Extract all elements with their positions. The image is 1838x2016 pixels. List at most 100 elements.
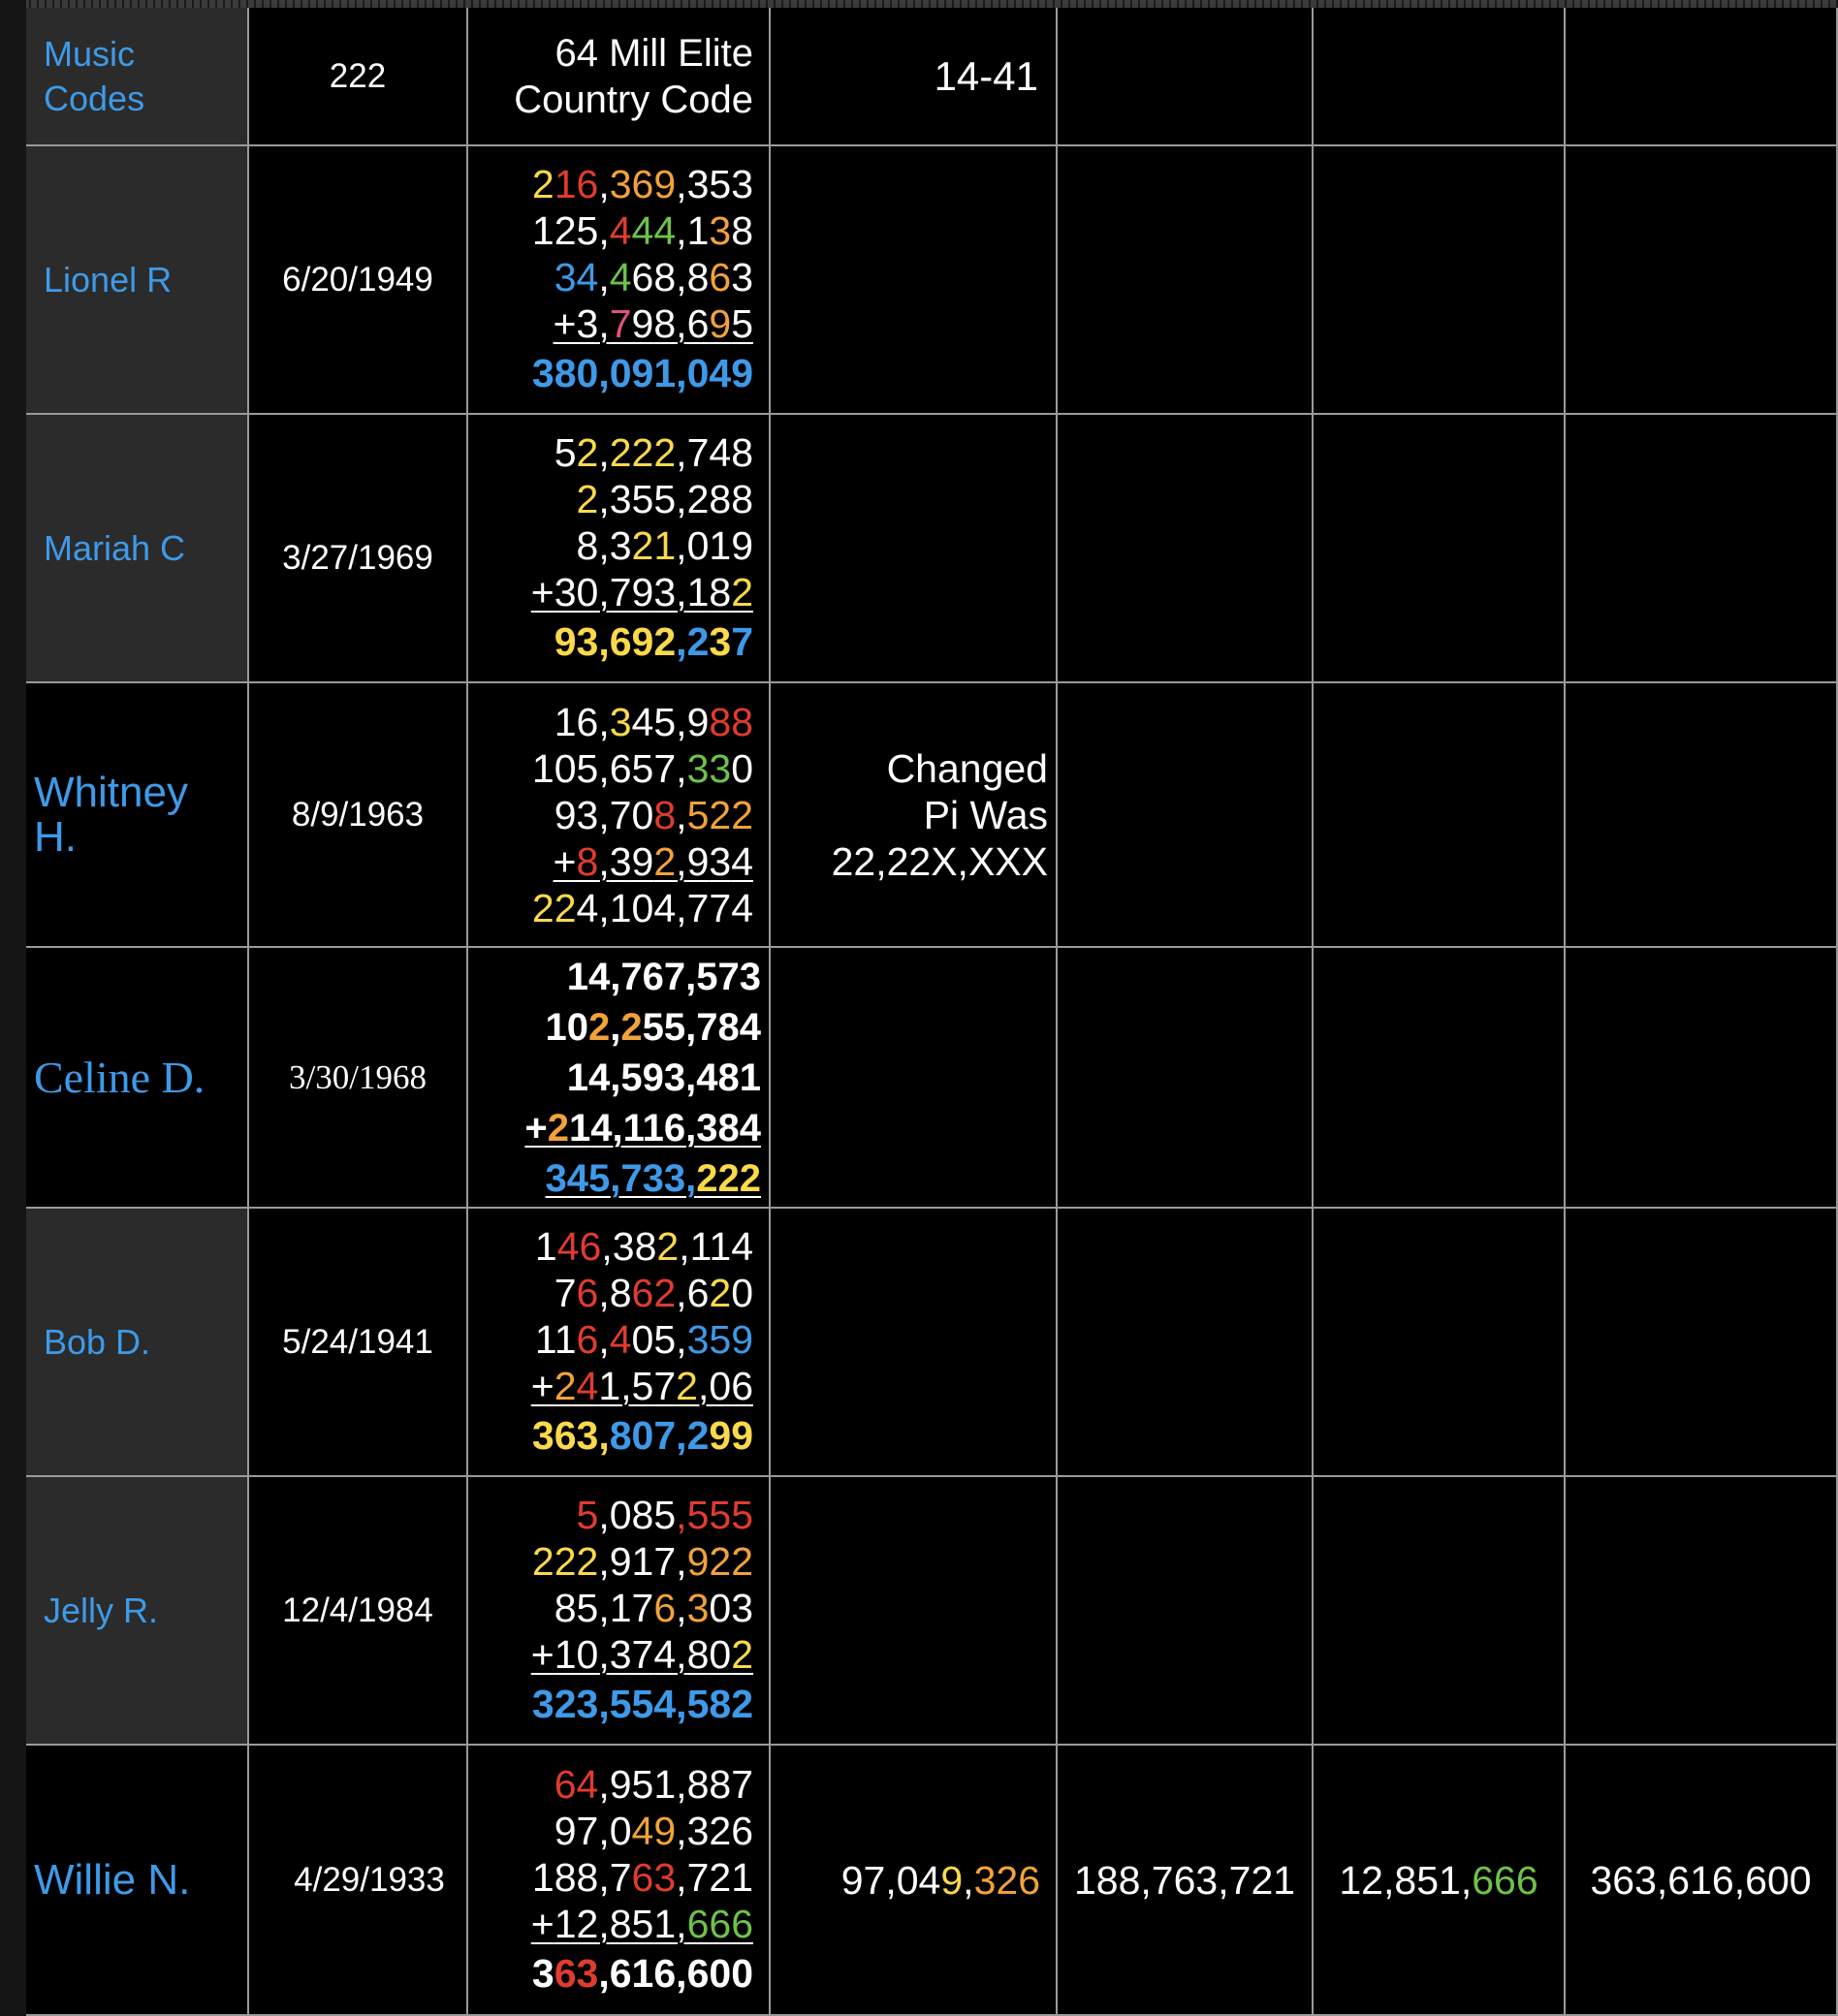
empty-cell bbox=[1314, 948, 1566, 1209]
extra-number-cell: 97,049,326 bbox=[771, 1746, 1058, 2016]
header-code: 14-41 bbox=[934, 52, 1038, 99]
top-edge-strip bbox=[0, 0, 1838, 8]
number-line: 64,951,887 bbox=[554, 1761, 753, 1807]
empty-cell bbox=[1566, 146, 1838, 415]
empty-cell bbox=[1314, 1477, 1566, 1746]
header-label-cell: Music Codes bbox=[26, 8, 249, 146]
extra-number-cell: 12,851,666 bbox=[1314, 1746, 1566, 2016]
number-line: 85,176,303 bbox=[554, 1585, 753, 1630]
number-line: +10,374,802 bbox=[530, 1631, 753, 1677]
empty-cell bbox=[771, 1209, 1058, 1477]
empty-cell bbox=[1566, 948, 1838, 1209]
artist-name: Bob D. bbox=[44, 1321, 151, 1362]
number-line: 93,692,237 bbox=[554, 618, 753, 664]
number-lines: 5,085,555 222,917,922 85,176,303 +10,374,80… bbox=[531, 1492, 753, 1730]
music-codes-table: Music Codes 222 64 Mill Elite Country Co… bbox=[26, 8, 1838, 2016]
empty-cell bbox=[1058, 415, 1314, 683]
date-cell: 3/27/1969 bbox=[249, 415, 468, 683]
number-line: 97,049,326 bbox=[554, 1808, 753, 1853]
name-cell: Mariah C bbox=[26, 415, 249, 683]
number-line: 14,593,481 bbox=[566, 1055, 761, 1099]
number-line: 363,616,600 bbox=[1590, 1857, 1812, 1903]
number-line: 363,807,299 bbox=[531, 1412, 753, 1458]
number-line: 14,767,573 bbox=[566, 955, 761, 998]
number-line: +8,392,934 bbox=[553, 838, 753, 884]
empty-cell bbox=[771, 146, 1058, 415]
number-line: 146,382,114 bbox=[534, 1223, 753, 1269]
birth-date: 5/24/1941 bbox=[282, 1322, 433, 1361]
empty-cell bbox=[771, 1477, 1058, 1746]
name-cell: Celine D. bbox=[26, 948, 249, 1209]
empty-cell bbox=[1314, 146, 1566, 415]
numbers-cell: 14,767,573 102,255,784 14,593,481 +214,116,… bbox=[468, 948, 771, 1209]
numbers-cell: 216,369,353 125,444,138 34,468,863 +3,798,6… bbox=[468, 146, 771, 415]
number-lines: 216,369,353 125,444,138 34,468,863 +3,798,6… bbox=[532, 161, 753, 399]
empty-cell bbox=[1566, 415, 1838, 683]
number-line: 216,369,353 bbox=[531, 161, 753, 206]
number-line: +214,116,384 bbox=[524, 1106, 761, 1150]
number-line: 188,763,721 bbox=[1073, 1857, 1296, 1903]
numbers-cell: 146,382,114 76,862,620 116,405,359 +241,572… bbox=[468, 1209, 771, 1477]
empty-cell bbox=[1314, 415, 1566, 683]
number-line: +3,798,695 bbox=[553, 300, 753, 346]
name-cell: Jelly R. bbox=[26, 1477, 249, 1746]
number-line: 8,321,019 bbox=[576, 522, 754, 568]
header-label: Music Codes bbox=[44, 33, 145, 118]
header-title: 64 Mill Elite Country Code bbox=[514, 31, 753, 121]
empty-cell bbox=[1058, 1477, 1314, 1746]
number-line: 12,851,666 bbox=[1339, 1857, 1538, 1903]
number-line: 34,468,863 bbox=[554, 254, 753, 299]
number-line: 363,616,600 bbox=[531, 1950, 753, 1996]
empty-cell bbox=[1058, 1209, 1314, 1477]
extra-number-cell: 188,763,721 bbox=[1058, 1746, 1314, 2016]
empty-cell bbox=[1314, 1209, 1566, 1477]
name-cell: Willie N. bbox=[26, 1746, 249, 2016]
birth-date: 12/4/1984 bbox=[282, 1591, 433, 1629]
date-cell: 12/4/1984 bbox=[249, 1477, 468, 1746]
date-cell: 8/9/1963 bbox=[249, 683, 468, 948]
empty-cell bbox=[1058, 948, 1314, 1209]
number-line: 188,763,721 bbox=[531, 1854, 753, 1900]
number-line: 102,255,784 bbox=[545, 1005, 762, 1049]
header-empty-cell bbox=[1058, 8, 1314, 146]
number-line: 125,444,138 bbox=[531, 207, 753, 253]
number-line: 97,049,326 bbox=[840, 1857, 1040, 1903]
header-empty-cell bbox=[1566, 8, 1838, 146]
number-line: +30,793,182 bbox=[530, 569, 753, 614]
numbers-cell: 64,951,887 97,049,326 188,763,721 +12,851,6… bbox=[468, 1746, 771, 2016]
number-line: +12,851,666 bbox=[530, 1901, 753, 1946]
number-lines: 52,222,748 2,355,288 8,321,019 +30,793,182 9… bbox=[531, 429, 753, 668]
number-line: 93,708,522 bbox=[554, 792, 753, 837]
birth-date: 3/30/1968 bbox=[289, 1057, 427, 1096]
header-title-cell: 64 Mill Elite Country Code bbox=[468, 8, 771, 146]
date-cell: 6/20/1949 bbox=[249, 146, 468, 415]
empty-cell bbox=[1058, 683, 1314, 948]
birth-date: 3/27/1969 bbox=[282, 538, 433, 577]
extra-number: 363,616,600 bbox=[1590, 1857, 1811, 1904]
number-line: 5,085,555 bbox=[576, 1492, 754, 1537]
empty-cell bbox=[1566, 683, 1838, 948]
date-cell: 3/30/1968 bbox=[249, 948, 468, 1209]
number-line: 380,091,049 bbox=[531, 350, 753, 395]
number-lines: 146,382,114 76,862,620 116,405,359 +241,572… bbox=[531, 1223, 753, 1462]
header-empty-cell bbox=[1314, 8, 1566, 146]
number-line: 76,862,620 bbox=[554, 1270, 753, 1315]
name-cell: Lionel R bbox=[26, 146, 249, 415]
numbers-cell: 16,345,988 105,657,330 93,708,522 +8,392,93… bbox=[468, 683, 771, 948]
birth-date: 8/9/1963 bbox=[291, 795, 425, 834]
extra-number: 97,049,326 bbox=[841, 1857, 1040, 1904]
birth-date: 6/20/1949 bbox=[282, 260, 433, 299]
number-line: 52,222,748 bbox=[554, 429, 753, 475]
number-lines: 64,951,887 97,049,326 188,763,721 +12,851,6… bbox=[531, 1761, 753, 2000]
empty-cell bbox=[1314, 683, 1566, 948]
empty-cell bbox=[1566, 1477, 1838, 1746]
number-line: 224,104,774 bbox=[531, 885, 753, 930]
extra-number: 12,851,666 bbox=[1339, 1857, 1537, 1904]
number-line: 323,554,582 bbox=[531, 1681, 753, 1726]
change-note: Changed Pi Was 22,22X,XXX bbox=[831, 745, 1048, 884]
birth-date: 4/29/1933 bbox=[294, 1860, 445, 1899]
artist-name: Jelly R. bbox=[44, 1590, 159, 1630]
number-line: 105,657,330 bbox=[531, 745, 753, 791]
empty-cell bbox=[1058, 146, 1314, 415]
header-number: 222 bbox=[329, 56, 387, 95]
